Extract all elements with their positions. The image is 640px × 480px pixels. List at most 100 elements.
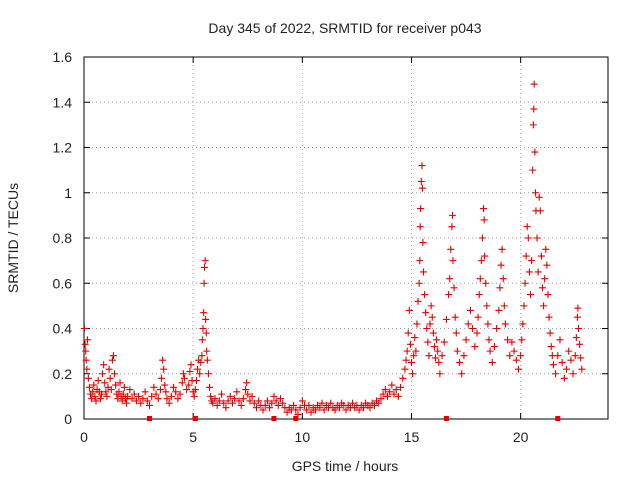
data-point	[248, 392, 256, 400]
data-point	[524, 234, 532, 242]
y-tick-label: 0.8	[53, 230, 73, 246]
data-point	[370, 401, 378, 409]
data-point	[202, 315, 210, 323]
data-point	[103, 392, 111, 400]
data-point	[488, 358, 496, 366]
data-point	[298, 397, 306, 405]
data-point	[450, 284, 458, 292]
data-point	[481, 252, 489, 260]
data-point	[471, 343, 479, 351]
data-point	[202, 329, 210, 337]
y-tick-label: 0.6	[53, 275, 73, 291]
data-point	[529, 121, 537, 129]
data-point	[530, 80, 538, 88]
baseline-marker	[443, 416, 449, 421]
data-point	[436, 370, 444, 378]
data-point	[224, 397, 232, 405]
data-point	[137, 399, 145, 407]
data-point	[150, 383, 158, 391]
data-point	[220, 399, 228, 407]
data-point	[576, 340, 584, 348]
data-point	[499, 275, 507, 283]
data-point	[176, 390, 184, 398]
data-point	[408, 358, 415, 366]
data-point	[556, 336, 564, 344]
data-point	[187, 361, 195, 369]
data-point	[546, 329, 554, 337]
data-point	[206, 383, 214, 391]
data-point	[547, 343, 555, 351]
data-point	[335, 404, 343, 412]
data-point	[109, 352, 117, 360]
data-point	[452, 329, 460, 337]
data-point	[159, 356, 167, 364]
data-point	[243, 379, 251, 387]
data-point	[416, 223, 424, 231]
data-point	[244, 390, 252, 398]
data-point	[97, 390, 105, 398]
data-point	[218, 390, 226, 398]
data-point	[412, 347, 420, 355]
data-point	[577, 354, 585, 362]
data-point	[190, 392, 198, 400]
data-point	[154, 395, 162, 403]
data-point	[448, 223, 456, 231]
data-point	[290, 401, 298, 409]
data-point	[270, 392, 278, 400]
data-point	[424, 338, 432, 346]
data-point	[379, 390, 387, 398]
data-point	[478, 234, 486, 242]
data-points	[80, 80, 586, 421]
data-point	[430, 343, 438, 351]
data-point	[504, 336, 512, 344]
data-point	[266, 404, 274, 412]
data-point	[517, 352, 525, 360]
data-point	[89, 388, 97, 396]
data-point	[428, 313, 436, 321]
data-point	[83, 336, 91, 344]
y-tick-label: 0.2	[53, 366, 73, 382]
baseline-marker	[147, 416, 152, 421]
data-point	[514, 365, 522, 373]
data-point	[222, 404, 230, 412]
data-point	[451, 313, 459, 321]
data-point	[158, 374, 166, 382]
data-point	[518, 336, 526, 344]
data-point	[303, 406, 311, 414]
data-point	[526, 291, 534, 299]
data-point	[403, 347, 411, 355]
data-point	[539, 284, 546, 292]
data-point	[563, 365, 571, 373]
data-point	[305, 401, 313, 409]
data-point	[115, 388, 123, 396]
data-point	[318, 399, 326, 407]
data-point	[510, 347, 518, 355]
data-point	[417, 177, 425, 185]
data-point	[402, 356, 410, 364]
data-point	[237, 401, 245, 409]
data-point	[574, 304, 582, 312]
data-point	[215, 397, 223, 405]
data-point	[416, 257, 424, 265]
data-point	[331, 406, 339, 414]
data-point	[172, 388, 180, 396]
data-point	[283, 408, 291, 416]
data-point	[204, 370, 212, 378]
data-point	[427, 302, 435, 310]
data-point	[199, 325, 207, 332]
data-point	[207, 392, 215, 400]
data-point	[209, 399, 217, 407]
data-point	[549, 361, 557, 369]
data-point	[272, 397, 280, 405]
data-point	[162, 388, 170, 396]
data-point	[261, 401, 269, 409]
data-point	[569, 370, 577, 378]
data-point	[94, 377, 102, 385]
data-point	[327, 399, 335, 407]
data-point	[528, 257, 536, 265]
data-point	[506, 352, 514, 360]
data-point	[497, 261, 505, 269]
data-point	[342, 406, 350, 414]
data-point	[415, 279, 423, 287]
x-tick-label: 20	[513, 429, 529, 445]
